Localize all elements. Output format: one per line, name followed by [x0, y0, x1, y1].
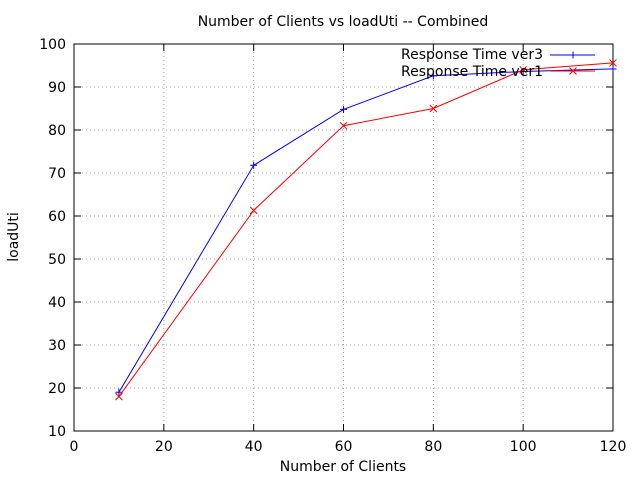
x-tick-label: 0	[70, 439, 79, 455]
y-tick-label: 30	[48, 338, 66, 354]
y-tick-label: 20	[48, 381, 66, 397]
series-line	[118, 68, 614, 393]
legend-label-ver3: Response Time ver3	[401, 47, 543, 63]
data-point	[429, 104, 438, 113]
y-tick-label: 10	[48, 424, 66, 440]
legend-label-ver1: Response Time ver1	[401, 64, 543, 80]
legend: Response Time ver3 Response Time ver1	[401, 47, 595, 80]
data-point	[340, 105, 347, 113]
x-tick-label: 80	[424, 439, 442, 455]
series-ver1	[115, 59, 617, 401]
legend-marker-ver3	[569, 51, 577, 59]
x-axis-label: Number of Clients	[280, 459, 406, 475]
data-point	[429, 72, 437, 80]
y-tick-label: 90	[48, 80, 66, 96]
x-tick-label: 120	[600, 439, 627, 455]
y-tick-label: 40	[48, 295, 66, 311]
data-point	[519, 65, 528, 74]
x-tick-label: 20	[155, 439, 173, 455]
y-tick-label: 100	[39, 37, 66, 53]
series-ver3	[115, 65, 617, 396]
data-point	[115, 388, 123, 396]
x-tick-label: 60	[335, 439, 353, 455]
series-group	[115, 59, 617, 401]
y-axis-label: loadUti	[6, 212, 22, 262]
x-ticks: 0 20 40 60 80 100 120	[70, 44, 627, 455]
data-point	[115, 392, 123, 401]
y-tick-label: 70	[48, 166, 66, 182]
y-tick-label: 60	[48, 209, 66, 225]
grid	[74, 44, 613, 431]
data-point	[249, 206, 258, 215]
series-line	[118, 62, 614, 397]
y-tick-label: 80	[48, 123, 66, 139]
x-tick-label: 40	[245, 439, 263, 455]
data-point	[609, 65, 617, 73]
data-point	[609, 59, 617, 67]
y-ticks: 10 20 30 40 50 60 70 80 90 100	[39, 37, 613, 440]
x-tick-label: 100	[510, 439, 537, 455]
data-point	[339, 121, 348, 130]
y-tick-label: 50	[48, 252, 66, 268]
data-point	[250, 161, 258, 169]
chart-title: Number of Clients vs loadUti -- Combined	[198, 14, 489, 30]
legend-marker-ver1	[569, 67, 577, 75]
